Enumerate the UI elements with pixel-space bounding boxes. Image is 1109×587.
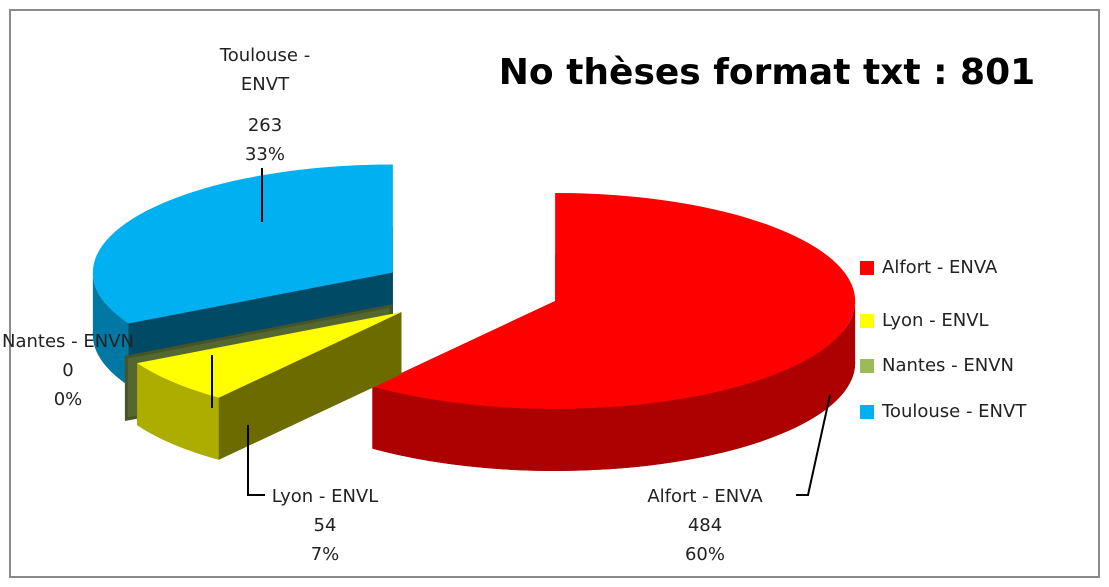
labels: Alfort - ENVA 484 60% Lyon - ENVL 54 7% Nantes… [2,45,831,565]
data-label-value: 54 [314,515,337,536]
data-label-percent: 0% [54,389,83,410]
data-label-category: Lyon - ENVL [272,486,379,507]
legend-swatch [860,359,874,373]
slice-side [372,300,856,471]
legend: Alfort - ENVA Lyon - ENVL Nantes - ENVN Tou… [860,257,1027,422]
slice-side [92,272,129,386]
legend-swatch [860,261,874,275]
data-label-line: ENVT [241,74,290,95]
data-label-value: 0 [62,360,73,381]
chart-title: No thèses format txt : 801 [499,52,1035,93]
slice [372,192,856,409]
data-label-category: Alfort - ENVA [647,486,763,507]
slice [92,164,393,324]
data-label-value: 263 [248,115,282,136]
legend-label: Nantes - ENVN [882,355,1014,376]
data-label-line: Toulouse - [219,45,310,66]
legend-label: Lyon - ENVL [882,310,989,331]
legend-label: Toulouse - ENVT [881,401,1027,422]
leader-line [796,394,831,496]
legend-swatch [860,314,874,328]
data-label-percent: 33% [245,144,285,165]
slice [137,312,402,398]
slice-side [137,363,219,460]
data-label-category: Toulouse - ENVT [219,45,310,95]
legend-swatch [860,405,874,419]
data-label-percent: 60% [685,544,725,565]
pie [92,164,856,471]
data-label-category: Nantes - ENVN [2,331,134,352]
legend-label: Alfort - ENVA [882,257,998,278]
leader-line [247,425,265,496]
data-label-value: 484 [688,515,722,536]
data-label-percent: 7% [311,544,340,565]
